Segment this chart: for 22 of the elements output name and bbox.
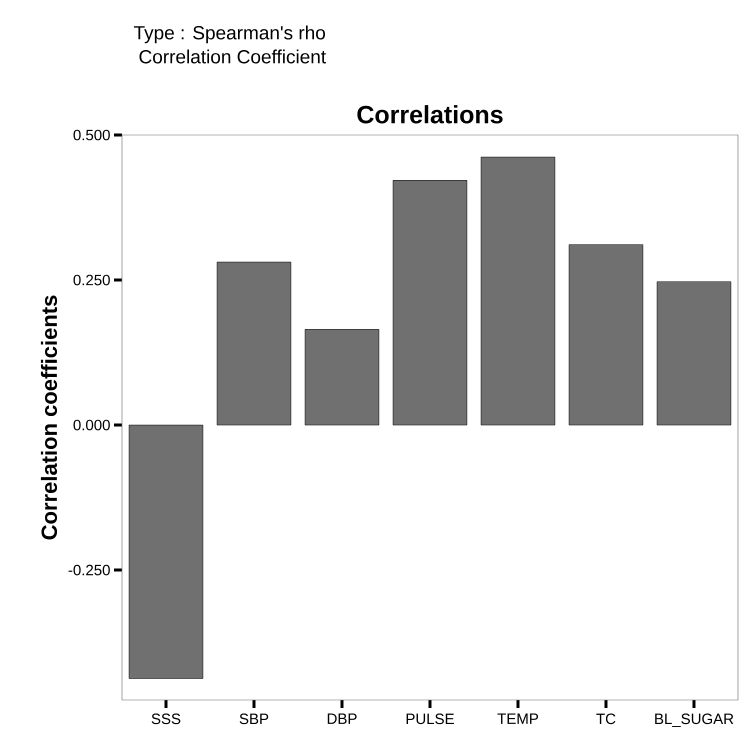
x-tick-label: SSS [152, 714, 180, 724]
x-tick-label: DBP [328, 714, 357, 724]
text: Correlation Coefficient [139, 50, 326, 64]
bar [216, 262, 292, 426]
y-tick-label: 0.000 [74, 420, 110, 430]
bar [656, 282, 732, 426]
y-axis-title: Correlation coefficients [40, 296, 58, 540]
x-tick-label: PULSE [406, 714, 454, 724]
y-tick-label: 0.500 [74, 130, 110, 140]
x-tick-label: BL_SUGAR [655, 714, 734, 727]
x-tick-label: TC [596, 714, 616, 724]
bar [128, 424, 204, 679]
text: Type : Spearman's rho [134, 26, 326, 44]
bar [304, 329, 380, 426]
y-tick-label: 0.250 [74, 274, 110, 286]
x-tick-label: SBP [240, 714, 268, 724]
y-tick-label: -0.250 [68, 564, 110, 576]
chart-title: Correlations [357, 105, 503, 124]
bar [392, 180, 468, 426]
bar [480, 156, 556, 426]
x-tick-label: TEMP [497, 714, 538, 724]
bar [568, 244, 644, 426]
